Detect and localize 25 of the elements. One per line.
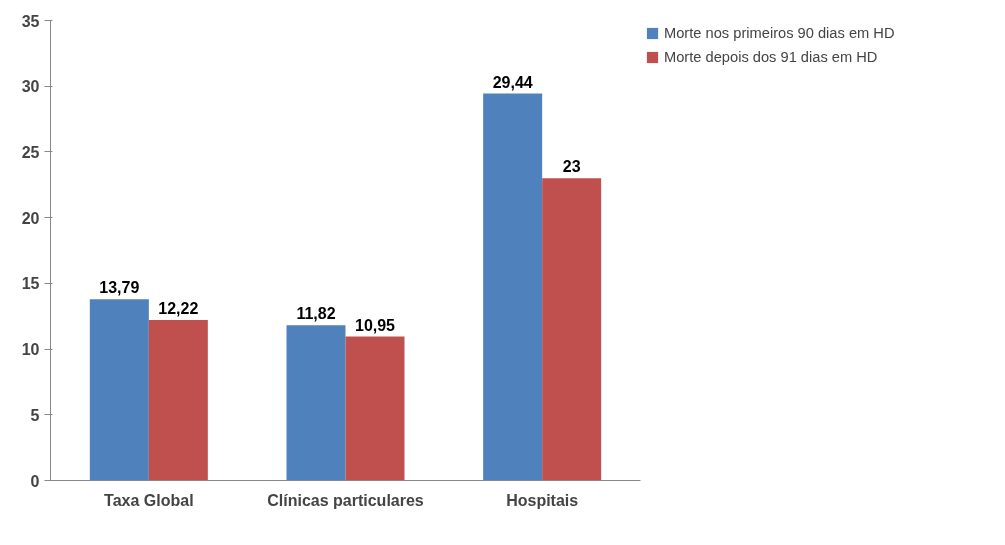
- data-label: 29,44: [492, 73, 533, 91]
- data-label: 10,95: [354, 316, 396, 334]
- y-tick-label: 10: [21, 341, 40, 359]
- y-tick-label: 0: [30, 472, 40, 490]
- x-tick-label: Clínicas particulares: [267, 491, 424, 509]
- y-tick-label: 25: [21, 143, 40, 161]
- bar: [89, 299, 149, 481]
- bar: [483, 93, 543, 481]
- bar: [286, 325, 346, 481]
- y-tick-label: 35: [21, 12, 40, 30]
- data-label: 12,22: [158, 299, 199, 317]
- bar: [148, 319, 208, 481]
- bar: [345, 336, 405, 481]
- legend-label: Morte nos primeiros 90 dias em HD: [664, 25, 895, 41]
- data-label: 11,82: [296, 305, 336, 323]
- data-label: 13,79: [99, 279, 140, 297]
- bar: [542, 178, 602, 481]
- x-tick-label: Taxa Global: [104, 491, 194, 509]
- y-tick-label: 30: [21, 78, 40, 96]
- y-tick-label: 5: [30, 406, 40, 424]
- data-label: 23: [562, 158, 581, 176]
- y-tick-label: 15: [21, 275, 40, 293]
- y-tick-label: 20: [21, 209, 40, 227]
- legend-label: Morte depois dos 91 dias em HD: [664, 49, 878, 65]
- x-tick-label: Hospitais: [506, 491, 579, 509]
